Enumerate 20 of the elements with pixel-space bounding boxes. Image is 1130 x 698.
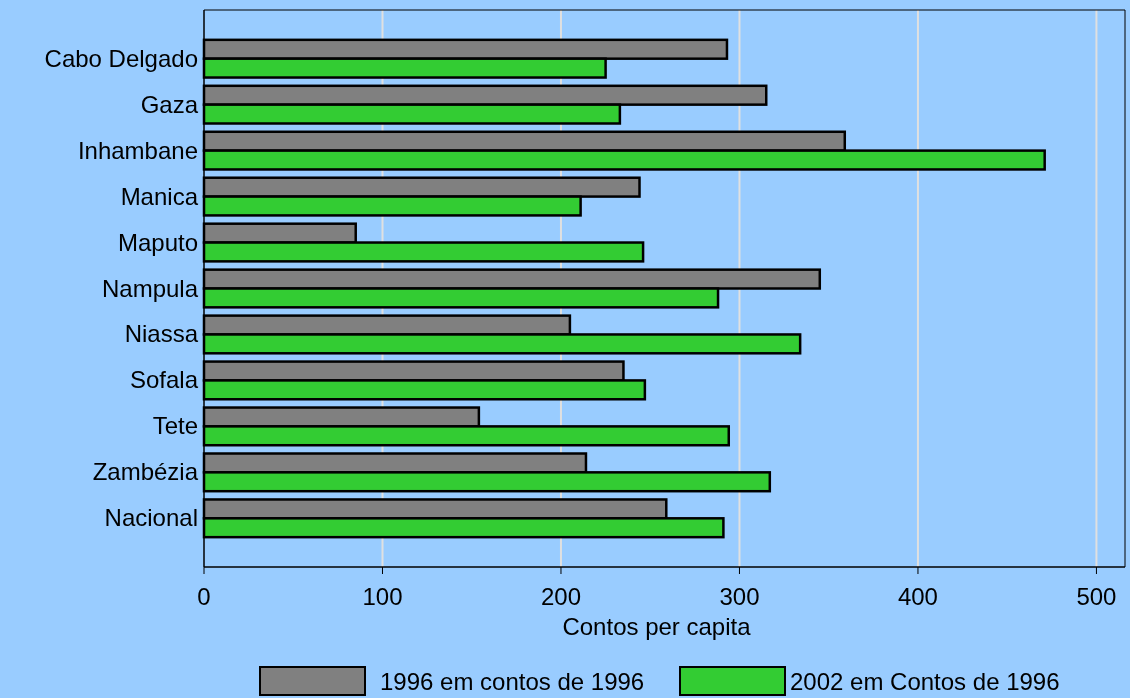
y-tick-label: Maputo [117,228,198,256]
y-tick-label: Nampula [101,274,199,302]
y-tick-label: Zambézia [92,458,199,486]
legend-label: 2002 em Contos de 1996 [790,668,1060,695]
x-tick-label: 200 [540,583,581,610]
y-tick-label: Inhambane [77,136,198,164]
y-tick-label: Sofala [129,366,199,394]
y-tick-label: Manica [120,182,199,210]
y-tick-label: Niassa [124,320,199,348]
y-tick-label: Gaza [140,90,199,118]
x-tick-label: 300 [719,583,760,610]
y-tick-label: Tete [152,412,198,440]
legend-label: 1996 em contos de 1996 [380,668,645,695]
x-tick-label: 0 [197,583,211,610]
x-tick-label: 500 [1076,583,1117,610]
y-tick-label: Cabo Delgado [44,44,198,72]
x-axis-title: Contos per capita [562,613,752,640]
x-tick-label: 400 [897,583,938,610]
x-tick-label: 100 [362,583,403,610]
y-tick-label: Nacional [104,504,198,532]
